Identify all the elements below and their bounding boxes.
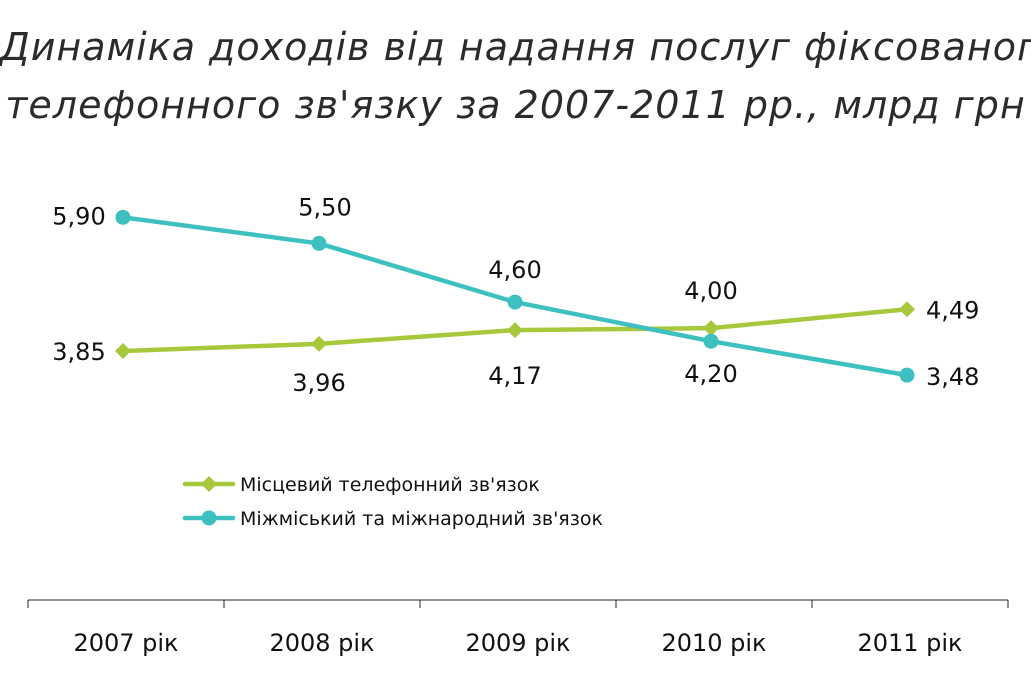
data-point — [703, 320, 719, 337]
data-label: 4,60 — [488, 256, 541, 284]
legend-label: Міжміський та міжнародний зв'язок — [240, 508, 603, 530]
chart-title-line-1: Динаміка доходів від надання послуг фікс… — [0, 25, 1031, 69]
x-tick-label: 2008 рік — [269, 629, 374, 657]
legend: Місцевий телефонний зв'язок Міжміський та… — [182, 474, 603, 530]
data-label: 4,49 — [926, 296, 979, 324]
data-label: 4,20 — [684, 360, 737, 388]
series-group — [115, 209, 915, 383]
data-point — [311, 235, 327, 251]
legend-item: Місцевий телефонний зв'язок — [182, 474, 540, 496]
data-label: 5,50 — [298, 193, 351, 221]
data-point — [311, 335, 327, 352]
x-axis: 2007 рік 2008 рік 2009 рік 2010 рік 2011 рік — [27, 599, 1009, 657]
legend-marker — [201, 476, 217, 492]
x-tick-label: 2007 рік — [73, 629, 178, 657]
chart-title: Динаміка доходів від надання послуг фікс… — [0, 18, 1031, 134]
data-point — [115, 209, 131, 225]
data-label: 3,85 — [52, 338, 105, 366]
x-tick-label: 2011 рік — [857, 629, 962, 657]
data-point — [115, 343, 131, 359]
x-tick-label: 2009 рік — [465, 629, 570, 657]
data-label: 5,90 — [52, 202, 105, 230]
chart-title-line-2: телефонного зв'язку за 2007-2011 рр., мл… — [5, 83, 1026, 127]
legend-label: Місцевий телефонний зв'язок — [240, 474, 540, 496]
data-point — [507, 322, 523, 339]
data-label: 3,96 — [292, 369, 345, 397]
data-label: 3,48 — [926, 363, 979, 391]
data-label: 4,17 — [488, 362, 541, 390]
data-label: 4,00 — [684, 277, 737, 305]
data-labels: 3,85 3,96 4,17 4,20 4,49 5,90 5,50 4,60 4,00 3,48 — [52, 193, 979, 396]
data-point — [703, 333, 719, 349]
legend-item: Міжміський та міжнародний зв'язок — [182, 508, 603, 530]
data-point — [899, 367, 915, 383]
x-tick-label: 2010 рік — [661, 629, 766, 657]
legend-marker — [201, 510, 217, 526]
data-point — [899, 301, 915, 318]
data-point — [507, 294, 523, 310]
